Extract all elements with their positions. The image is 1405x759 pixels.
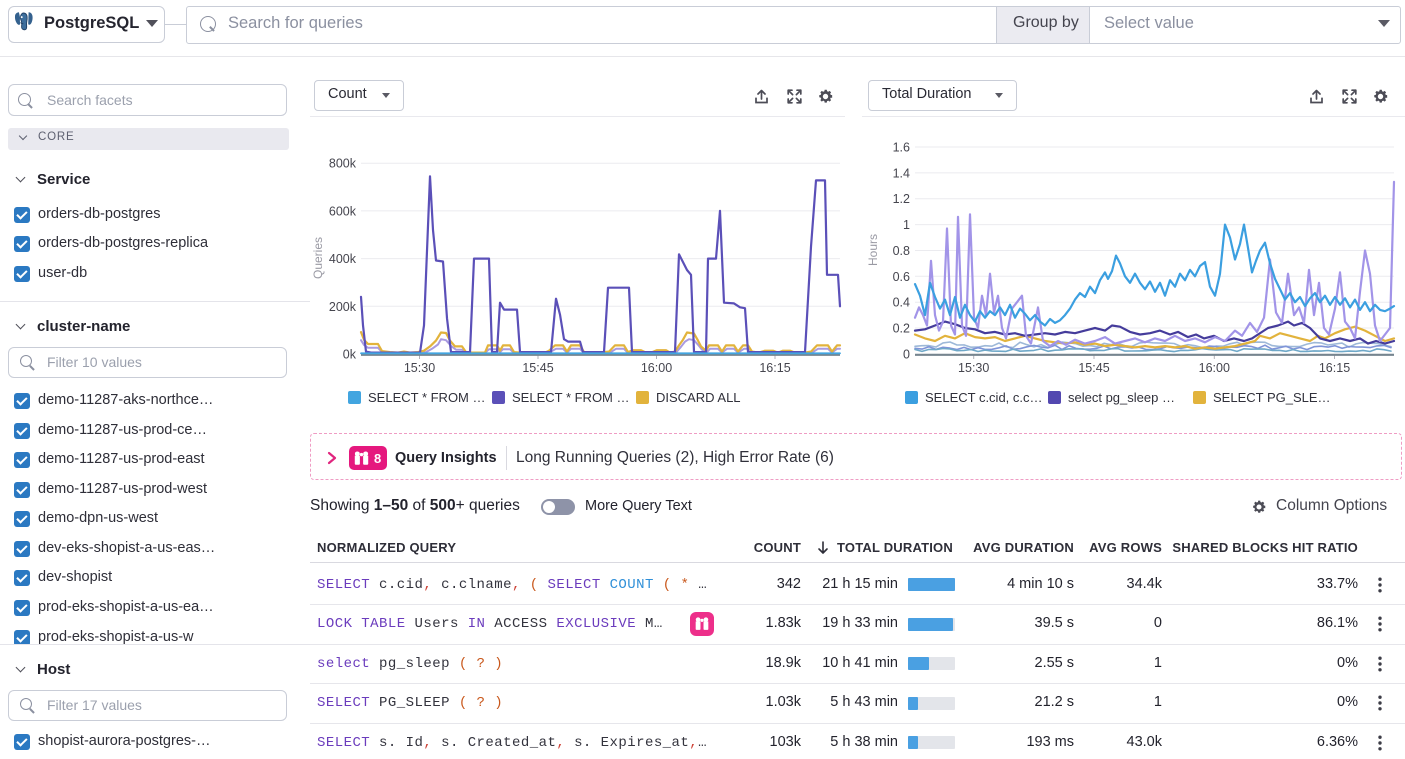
svg-text:0.8: 0.8 (893, 244, 910, 258)
svg-text:800k: 800k (329, 157, 357, 171)
svg-text:15:45: 15:45 (522, 361, 553, 375)
svg-text:1: 1 (903, 218, 910, 232)
svg-text:15:30: 15:30 (958, 361, 989, 375)
svg-text:16:15: 16:15 (759, 361, 790, 375)
svg-text:0: 0 (903, 347, 910, 361)
svg-text:600k: 600k (329, 204, 357, 218)
svg-text:400k: 400k (329, 252, 357, 266)
svg-text:0.6: 0.6 (893, 270, 910, 284)
svg-text:0k: 0k (343, 348, 357, 362)
svg-text:1.4: 1.4 (893, 166, 910, 180)
svg-text:15:30: 15:30 (404, 361, 435, 375)
svg-text:0.4: 0.4 (893, 296, 910, 310)
svg-text:1.6: 1.6 (893, 141, 910, 155)
svg-text:Queries: Queries (311, 237, 325, 279)
svg-text:16:00: 16:00 (1199, 361, 1230, 375)
svg-text:15:45: 15:45 (1078, 361, 1109, 375)
svg-text:Hours: Hours (866, 234, 880, 266)
svg-text:16:00: 16:00 (641, 361, 672, 375)
svg-text:1.2: 1.2 (893, 192, 910, 206)
svg-text:16:15: 16:15 (1319, 361, 1350, 375)
svg-text:0.2: 0.2 (893, 322, 910, 336)
svg-text:200k: 200k (329, 300, 357, 314)
